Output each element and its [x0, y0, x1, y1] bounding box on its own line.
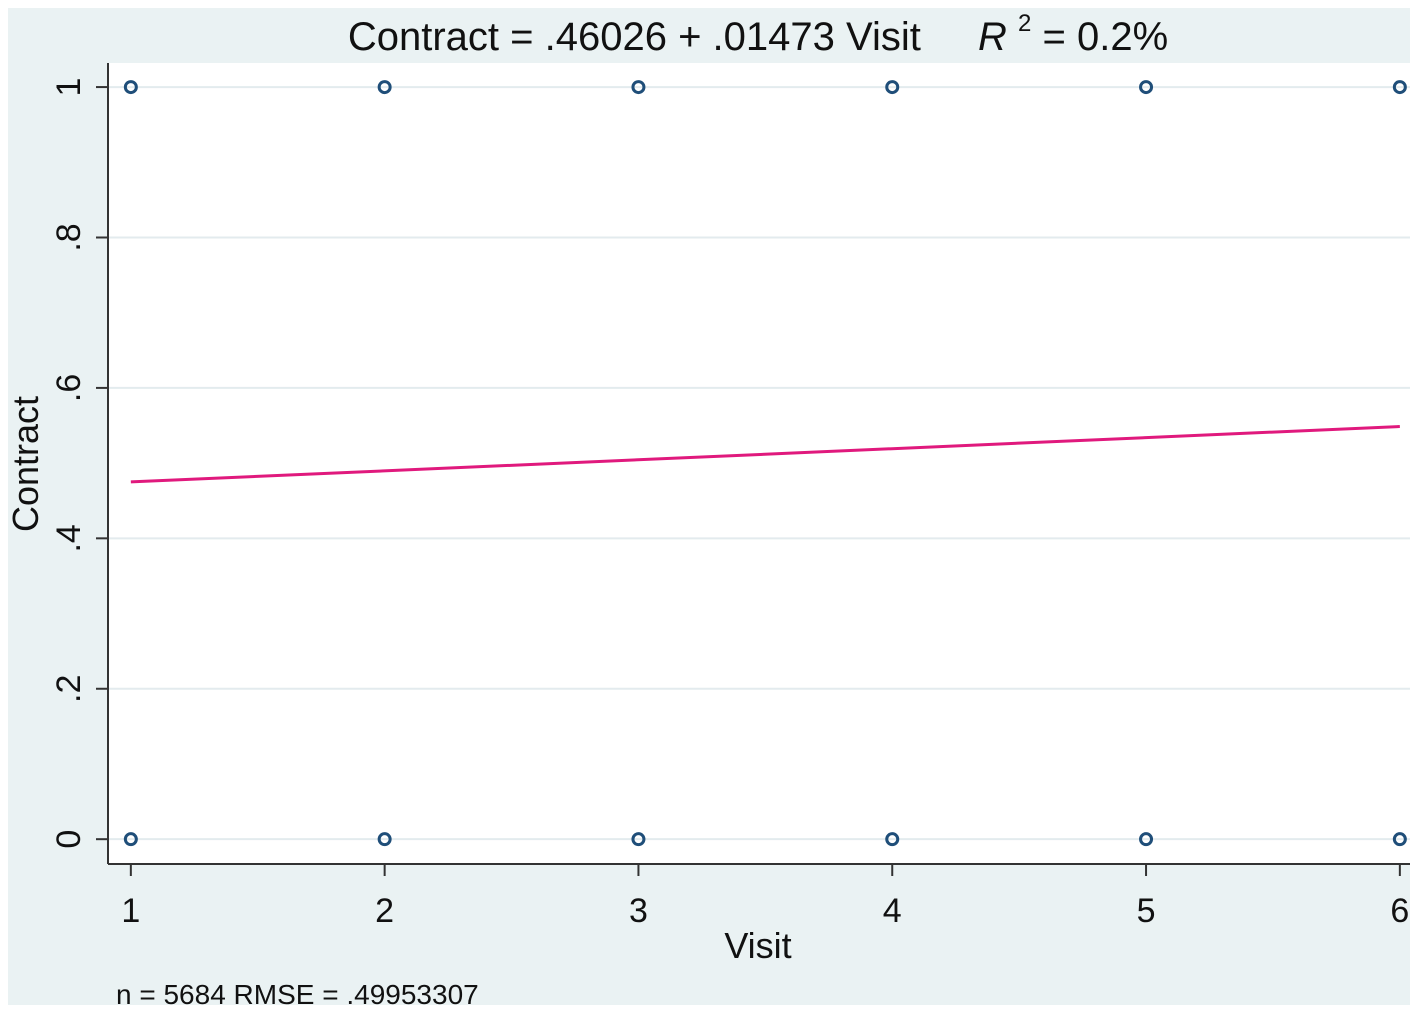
title-r2-superscript: 2: [1018, 10, 1031, 37]
x-axis-title: Visit: [724, 925, 791, 966]
x-tick-label: 6: [1390, 892, 1409, 930]
x-tick-label: 5: [1137, 892, 1156, 930]
y-tick-label: 1: [50, 78, 88, 97]
plot-area: [108, 63, 1410, 864]
x-tick-label: 2: [375, 892, 394, 930]
y-axis-title: Contract: [5, 396, 46, 532]
x-tick-label: 3: [629, 892, 648, 930]
title-r2-label: R: [978, 15, 1007, 59]
gridlines: [108, 86, 1410, 841]
y-tick-label: .6: [50, 374, 88, 402]
data-point: [377, 832, 392, 847]
data-point: [885, 832, 900, 847]
chart-title: Contract = .46026 + .01473 Visit R 2 = 0…: [348, 0, 1168, 59]
data-point: [885, 80, 900, 95]
points-group: [123, 80, 1407, 847]
chart-note: n = 5684 RMSE = .49953307: [116, 979, 479, 1010]
data-point: [1139, 80, 1154, 95]
data-point: [1139, 832, 1154, 847]
x-tick-label: 1: [121, 892, 140, 930]
y-tick-label: .8: [50, 223, 88, 251]
data-point: [1392, 80, 1407, 95]
title-r2-value: = 0.2%: [1042, 15, 1168, 59]
data-point: [1392, 832, 1407, 847]
regression-fit-line: [130, 425, 1400, 484]
y-tick-label: .2: [50, 675, 88, 703]
data-point: [631, 832, 646, 847]
title-equation: Contract = .46026 + .01473 Visit: [348, 15, 921, 59]
x-tick-label: 4: [883, 892, 902, 930]
data-point: [123, 832, 138, 847]
fit-line-group: [130, 425, 1400, 484]
data-point: [377, 80, 392, 95]
y-tick-label: .4: [50, 524, 88, 552]
axes: 0 .2 .4 .6 .8 1 1 2 3 4 5 6: [50, 63, 1410, 930]
data-point: [123, 80, 138, 95]
data-point: [631, 80, 646, 95]
y-tick-label: 0: [50, 830, 88, 849]
